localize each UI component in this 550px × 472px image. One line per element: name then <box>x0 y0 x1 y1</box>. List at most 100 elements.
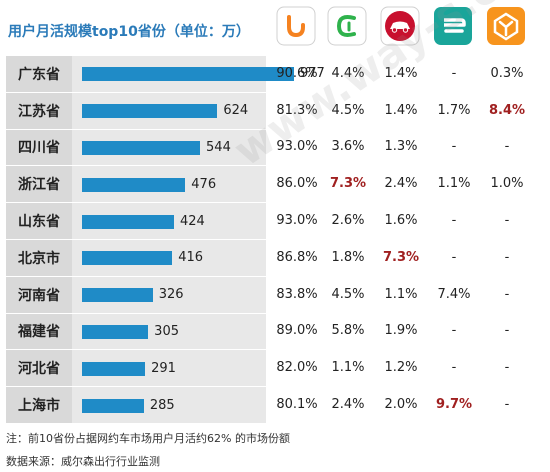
bar <box>82 177 186 192</box>
bar-cell: 476 <box>72 165 266 202</box>
share-cell: 82.0% <box>276 360 318 376</box>
bar-cell: 977 <box>72 55 325 92</box>
bar-value-label: 305 <box>154 323 179 339</box>
table-row: 上海市 285 80.1% 2.4% 2.0% 9.7% - <box>0 386 550 423</box>
e-logo-icon <box>433 6 473 46</box>
share-cell: 9.7% <box>435 397 473 413</box>
share-cell: 2.4% <box>384 176 418 192</box>
share-cell: 1.6% <box>384 213 418 229</box>
share-cell: - <box>504 323 510 339</box>
share-cell: 1.1% <box>437 176 471 192</box>
share-cell: 7.3% <box>382 249 420 265</box>
bar-cell: 326 <box>72 275 266 313</box>
province-label: 河南省 <box>6 275 72 313</box>
table-row: 山东省 424 93.0% 2.6% 1.6% - - <box>0 202 550 239</box>
province-label: 上海市 <box>6 386 72 423</box>
share-cell: - <box>451 65 457 81</box>
share-cell: 3.6% <box>331 139 365 155</box>
bar-value-label: 624 <box>223 103 249 119</box>
share-cell: - <box>504 139 510 155</box>
share-cell: 2.0% <box>384 397 418 413</box>
bar-cell: 305 <box>72 312 266 350</box>
share-cell: 1.1% <box>384 286 418 302</box>
province-label: 河北省 <box>6 349 72 387</box>
bar <box>82 251 173 266</box>
table-row: 广东省 977 90.6% 4.4% 1.4% - 0.3% <box>0 55 550 92</box>
share-cell: 2.6% <box>331 213 365 229</box>
share-cell: 1.0% <box>490 176 524 192</box>
share-cell: 1.1% <box>331 360 365 376</box>
share-cell: 5.8% <box>331 323 365 339</box>
share-cell: - <box>504 213 510 229</box>
share-cell: 89.0% <box>276 323 318 339</box>
share-cell: 81.3% <box>276 102 318 118</box>
share-cell: 2.4% <box>331 397 365 413</box>
share-cell: - <box>504 286 510 302</box>
cao-cao-logo-icon <box>327 6 367 46</box>
bar-value-label: 424 <box>180 213 205 229</box>
table-row: 浙江省 476 86.0% 7.3% 2.4% 1.1% 1.0% <box>0 165 550 203</box>
province-label: 北京市 <box>6 239 72 276</box>
bar <box>82 324 149 339</box>
share-cell: 93.0% <box>276 139 318 155</box>
share-cell: - <box>504 249 510 265</box>
table-row: 福建省 305 89.0% 5.8% 1.9% - - <box>0 312 550 350</box>
bar-cell: 285 <box>72 386 266 423</box>
footnote: 注：前10省份占据网约车市场用户月活约62% 的市场份额 <box>6 432 290 445</box>
share-cell: 4.5% <box>331 102 365 118</box>
share-cell: 90.6% <box>276 65 318 81</box>
share-cell: - <box>451 139 457 155</box>
bar-value-label: 326 <box>158 287 184 303</box>
share-cell: 93.0% <box>276 213 318 229</box>
t3-car-logo-icon <box>380 6 420 46</box>
share-cell: 1.7% <box>437 102 471 118</box>
bar-value-label: 977 <box>300 66 325 82</box>
bar <box>82 214 174 229</box>
share-cell: 7.4% <box>437 286 471 302</box>
share-cell: 1.3% <box>384 139 418 155</box>
chart-title: 用户月活规模top10省份（单位：万） <box>8 24 250 40</box>
bar-value-label: 476 <box>191 176 217 192</box>
province-label: 浙江省 <box>6 165 72 203</box>
share-cell: 7.3% <box>329 176 367 192</box>
didi-logo-icon <box>276 6 316 46</box>
table-row: 河南省 326 83.8% 4.5% 1.1% 7.4% - <box>0 275 550 313</box>
bar-cell: 544 <box>72 128 266 166</box>
share-cell: 1.4% <box>384 65 418 81</box>
share-cell: - <box>504 397 510 413</box>
province-label: 山东省 <box>6 202 72 239</box>
bar-value-label: 285 <box>149 397 175 413</box>
orange-logo-icon <box>486 6 526 46</box>
share-cell: 4.5% <box>331 286 365 302</box>
bar-value-label: 291 <box>151 360 176 376</box>
bar <box>82 104 218 119</box>
share-cell: - <box>504 360 510 376</box>
table-row: 河北省 291 82.0% 1.1% 1.2% - - <box>0 349 550 387</box>
bar <box>82 398 144 413</box>
share-cell: 83.8% <box>276 286 318 302</box>
share-cell: 80.1% <box>276 397 318 413</box>
share-cell: - <box>451 249 457 265</box>
share-cell: - <box>451 360 457 376</box>
share-cell: 4.4% <box>331 65 365 81</box>
bar-cell: 424 <box>72 202 266 239</box>
table-row: 四川省 544 93.0% 3.6% 1.3% - - <box>0 128 550 166</box>
bar-value-label: 416 <box>178 250 204 266</box>
bar-cell: 416 <box>72 239 266 276</box>
province-label: 广东省 <box>6 55 72 92</box>
share-cell: 1.2% <box>384 360 418 376</box>
bar-cell: 624 <box>72 91 266 129</box>
share-cell: 1.8% <box>331 249 365 265</box>
share-cell: 86.8% <box>276 249 318 265</box>
bar <box>82 361 146 376</box>
province-label: 四川省 <box>6 128 72 166</box>
bar-value-label: 544 <box>206 139 231 155</box>
table-row: 北京市 416 86.8% 1.8% 7.3% - - <box>0 239 550 276</box>
province-label: 福建省 <box>6 312 72 350</box>
share-cell: - <box>451 323 457 339</box>
data-source: 数据来源：威尔森出行行业监测 <box>6 455 160 468</box>
table-row: 江苏省 624 81.3% 4.5% 1.4% 1.7% 8.4% <box>0 91 550 129</box>
share-cell: - <box>451 213 457 229</box>
share-cell: 1.9% <box>384 323 418 339</box>
bar <box>82 140 201 155</box>
